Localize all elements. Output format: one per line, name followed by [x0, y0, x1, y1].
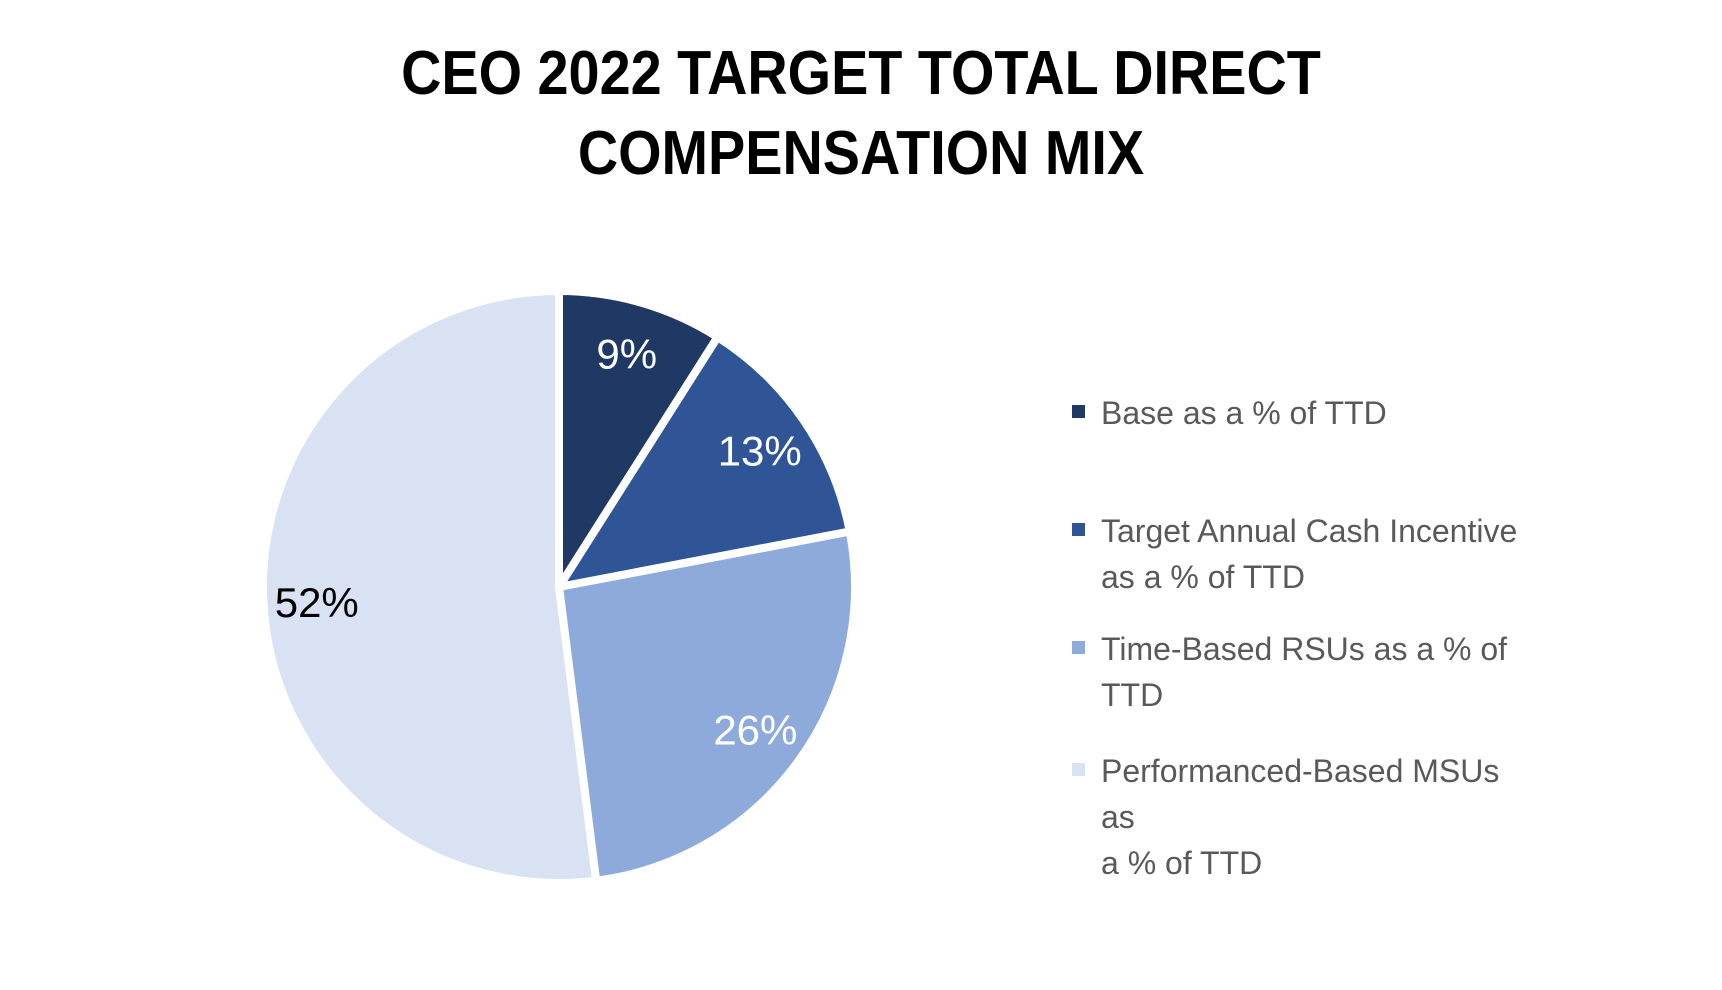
legend-item-annual-cash-incentive: Target Annual Cash Incentive as a % of T…: [1072, 508, 1517, 600]
pie-slice-13%: [555, 333, 854, 591]
legend: Base as a % of TTD Target Annual Cash In…: [1072, 390, 1542, 881]
legend-label: Performanced-Based MSUs as a % of TTD: [1101, 753, 1500, 881]
pie-data-label: 13%: [718, 427, 802, 474]
pie-data-label: 9%: [596, 331, 657, 378]
pie-slice-52%: [259, 287, 601, 887]
legend-label: Time-Based RSUs as a % of TTD: [1101, 631, 1508, 713]
pie-slice-9%: [555, 287, 722, 591]
legend-swatch-icon: [1072, 405, 1085, 418]
legend-item-time-based-rsus: Time-Based RSUs as a % of TTD: [1072, 626, 1507, 718]
pie-data-label: 26%: [713, 706, 797, 753]
legend-swatch-icon: [1072, 763, 1085, 776]
legend-item-performance-based-msus: Performanced-Based MSUs as a % of TTD: [1072, 748, 1542, 886]
legend-label: Target Annual Cash Incentive as a % of T…: [1101, 513, 1518, 595]
legend-swatch-icon: [1072, 641, 1085, 654]
pie-slice-26%: [555, 527, 859, 885]
chart-title: CEO 2022 TARGET TOTAL DIRECT COMPENSATIO…: [401, 39, 1321, 188]
legend-swatch-icon: [1072, 523, 1085, 536]
legend-item-base: Base as a % of TTD: [1072, 390, 1387, 436]
legend-label: Base as a % of TTD: [1101, 395, 1387, 431]
pie-data-label: 52%: [275, 579, 359, 626]
